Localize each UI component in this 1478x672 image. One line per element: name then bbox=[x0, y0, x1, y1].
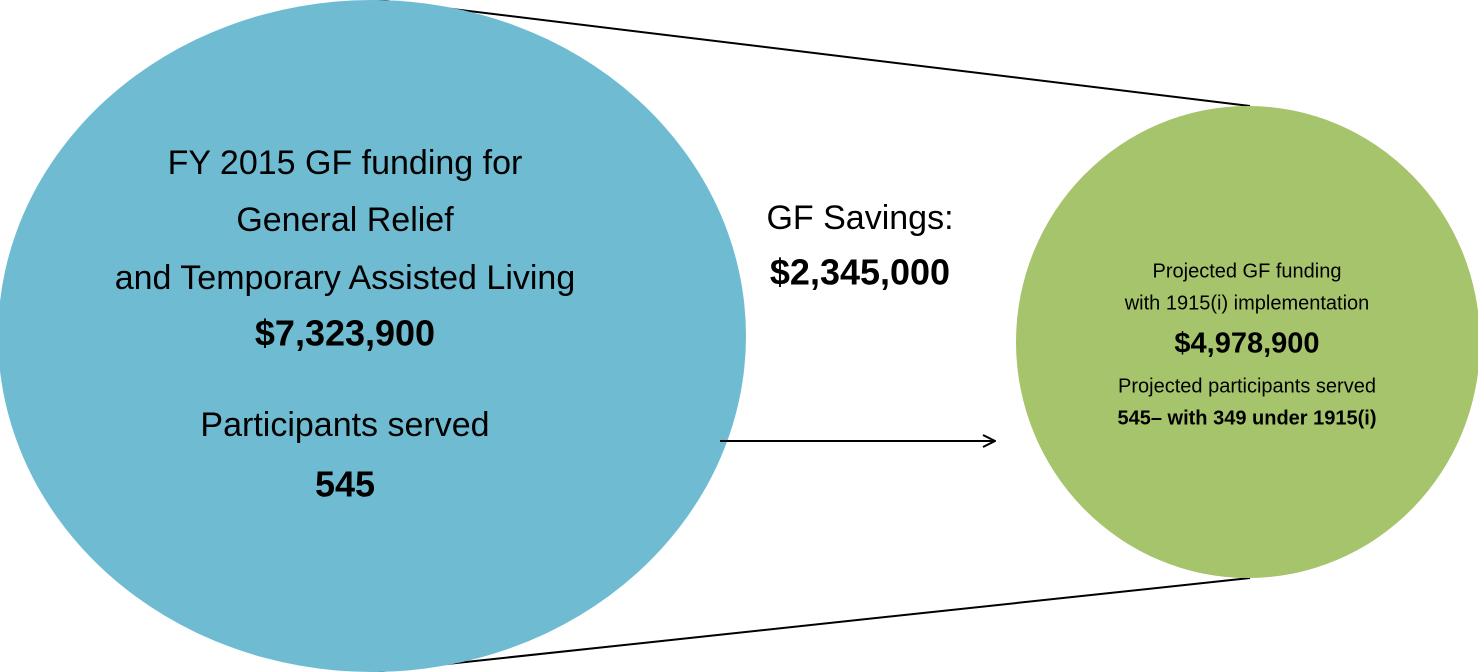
left-amount: $7,323,900 bbox=[255, 313, 435, 354]
current-circle bbox=[0, 0, 746, 672]
left-line: and Temporary Assisted Living bbox=[115, 259, 576, 297]
right-line: with 1915(i) implementation bbox=[1124, 292, 1370, 314]
projected-circle bbox=[1016, 106, 1478, 578]
savings-amount: $2,345,000 bbox=[770, 252, 950, 293]
connector-top bbox=[377, 0, 1251, 107]
right-line: Projected GF funding bbox=[1153, 260, 1342, 282]
left-line: FY 2015 GF funding for bbox=[168, 144, 523, 182]
savings-label: GF Savings: bbox=[766, 199, 953, 237]
left-participants: 545 bbox=[315, 464, 375, 505]
right-participants: 545– with 349 under 1915(i) bbox=[1117, 407, 1376, 429]
right-amount: $4,978,900 bbox=[1174, 328, 1319, 360]
left-participants-label: Participants served bbox=[200, 406, 489, 444]
left-line: General Relief bbox=[236, 201, 454, 239]
connector-bottom bbox=[371, 577, 1251, 672]
right-participants-label: Projected participants served bbox=[1118, 375, 1376, 397]
